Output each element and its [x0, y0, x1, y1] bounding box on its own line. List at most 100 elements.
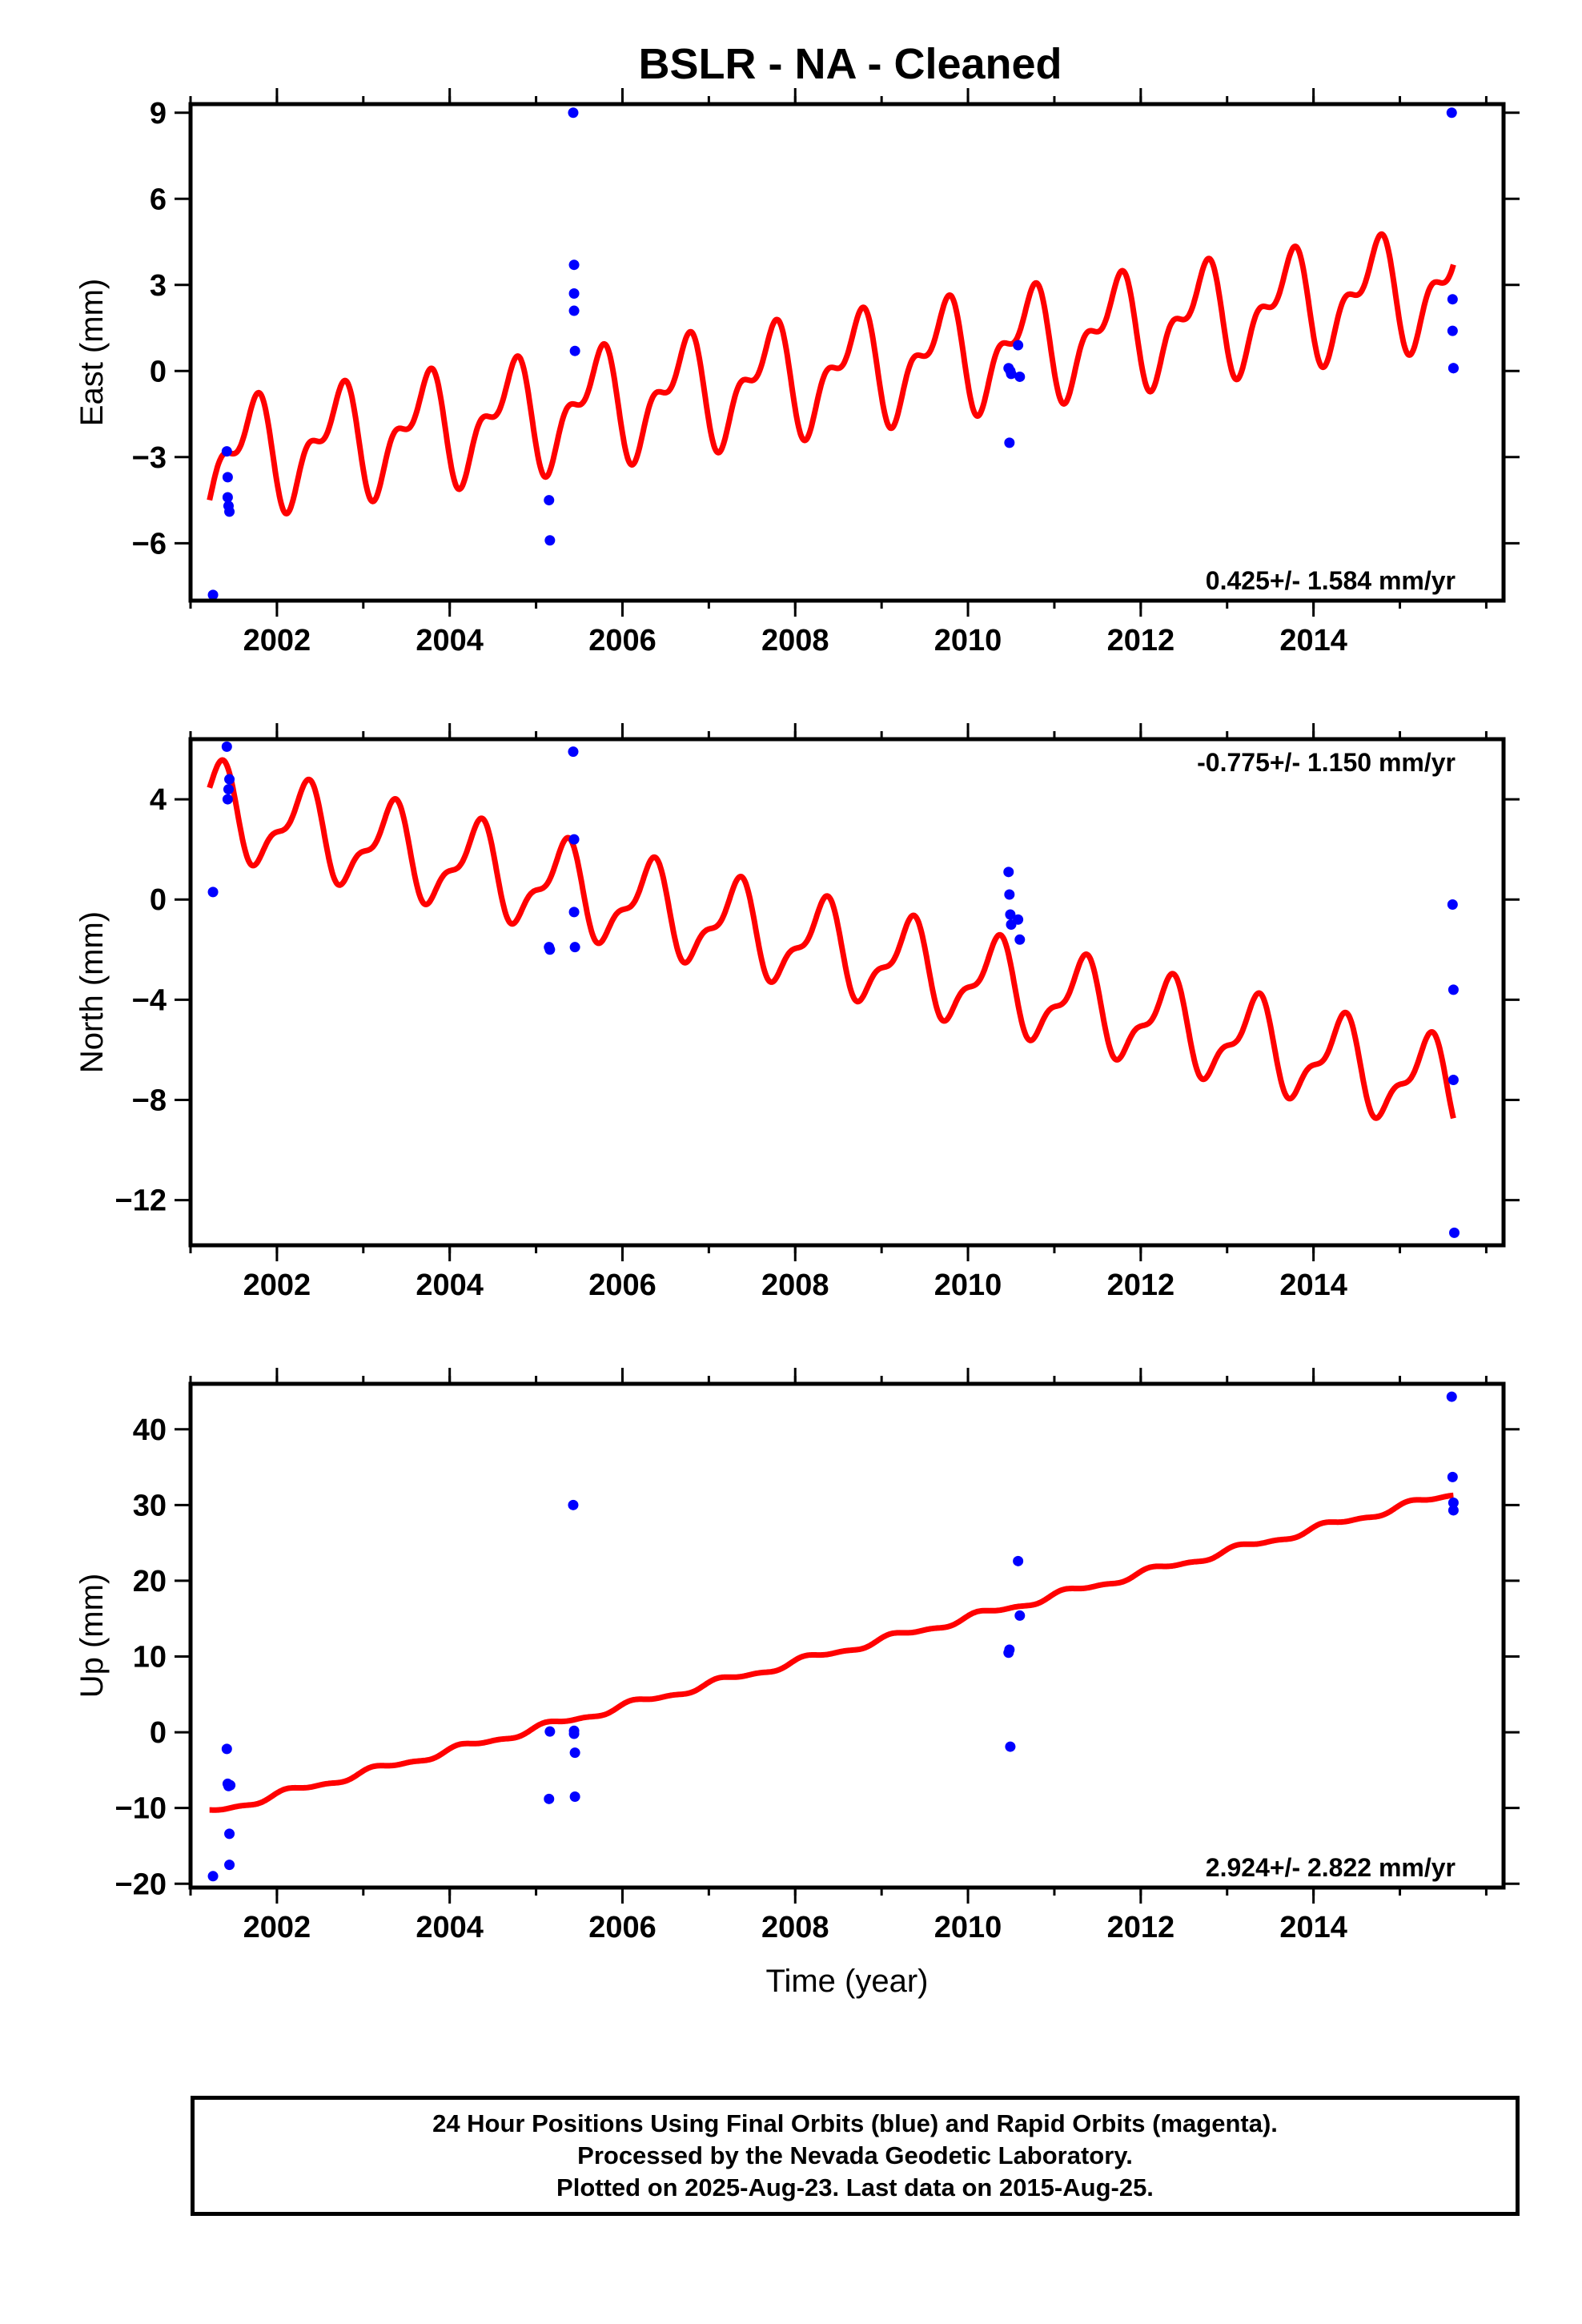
- east-data-point: [1014, 371, 1026, 382]
- east-data-point: [1006, 368, 1017, 380]
- up-y-tick-label: 30: [133, 1489, 167, 1522]
- up-x-tick-label: 2006: [588, 1911, 656, 1944]
- north-data-point: [1449, 1227, 1460, 1238]
- north-x-tick-label: 2008: [761, 1269, 829, 1302]
- north-data-point: [223, 784, 234, 795]
- north-data-point: [224, 774, 235, 785]
- north-data-point: [1447, 899, 1458, 910]
- east-data-point: [568, 259, 580, 271]
- up-data-point: [568, 1499, 579, 1510]
- east-x-tick-label: 2002: [243, 624, 311, 657]
- up-y-tick-label: 0: [150, 1716, 167, 1750]
- up-data-point: [1014, 1610, 1026, 1621]
- east-y-tick-label: 9: [150, 97, 167, 131]
- north-data-point: [222, 794, 233, 805]
- east-y-tick-label: −3: [132, 441, 167, 475]
- footer-line-1: 24 Hour Positions Using Final Orbits (bl…: [432, 2109, 1278, 2137]
- up-data-point: [569, 1747, 580, 1759]
- east-x-tick-label: 2006: [588, 624, 656, 657]
- north-x-tick-label: 2010: [934, 1269, 1002, 1302]
- east-y-axis-label: East (mm): [74, 279, 110, 426]
- east-data-point: [569, 345, 580, 356]
- north-data-point: [1003, 866, 1014, 878]
- east-x-tick-label: 2014: [1279, 624, 1347, 657]
- chart-title: BSLR - NA - Cleaned: [638, 40, 1062, 88]
- east-panel: 2002 2004 2006 2008 2010 2012 2014 −6 −3 0 3 6 9 East…: [74, 88, 1520, 657]
- up-data-point: [207, 1871, 219, 1882]
- up-y-axis-label: Up (mm): [74, 1574, 110, 1699]
- east-model-curve: [207, 231, 1456, 517]
- up-y-tick-label: 10: [133, 1641, 167, 1675]
- north-y-tick-label: −12: [115, 1184, 167, 1218]
- north-x-tick-label: 2012: [1107, 1269, 1175, 1302]
- east-y-tick-label: 3: [150, 269, 167, 303]
- east-y-tick-label: 0: [150, 355, 167, 388]
- x-axis-label: Time (year): [766, 1964, 929, 1999]
- up-data-point: [1447, 1471, 1458, 1482]
- north-data-point: [569, 942, 580, 953]
- up-x-tick-label: 2012: [1107, 1911, 1175, 1944]
- north-data-point: [568, 907, 580, 918]
- north-data-point: [1447, 984, 1459, 995]
- north-panel: 2002 2004 2006 2008 2010 2012 2014 −12 −8 −4 0 4 Nor…: [74, 723, 1520, 1302]
- up-data-point: [1447, 1505, 1459, 1516]
- up-data-point: [569, 1791, 580, 1802]
- up-y-tick-label: 20: [133, 1565, 167, 1598]
- east-data-point: [568, 288, 580, 300]
- north-x-tick-label: 2006: [588, 1269, 656, 1302]
- east-data-point: [568, 107, 579, 119]
- east-data-point: [1447, 325, 1458, 336]
- up-data-point: [568, 1728, 580, 1739]
- east-y-tick-label: −6: [132, 527, 167, 561]
- north-data-point: [207, 887, 219, 898]
- north-x-tick-label: 2002: [243, 1269, 311, 1302]
- east-data-point: [1004, 437, 1015, 448]
- up-data-point: [224, 1860, 235, 1871]
- up-data-point: [221, 1743, 232, 1755]
- east-data-point: [1447, 294, 1458, 305]
- up-data-point: [544, 1726, 556, 1737]
- east-data-point: [568, 305, 580, 316]
- east-data-point: [1013, 340, 1024, 351]
- up-data-point: [1447, 1498, 1459, 1509]
- east-x-tick-label: 2012: [1107, 624, 1175, 657]
- east-data-point: [207, 589, 219, 601]
- up-data-point: [1446, 1391, 1457, 1402]
- north-data-point: [221, 741, 232, 752]
- east-plot-frame: [188, 102, 1506, 603]
- north-data-point: [544, 944, 556, 955]
- north-rate-label: -0.775+/- 1.150 mm/yr: [1197, 748, 1456, 777]
- north-data-point: [1013, 914, 1024, 925]
- up-data-point: [1004, 1644, 1015, 1655]
- up-panel: 2002 2004 2006 2008 2010 2012 2014 −20 −10 0 10 20 3…: [74, 1368, 1520, 1999]
- east-data-point: [544, 535, 556, 546]
- up-x-tick-label: 2004: [416, 1911, 484, 1944]
- east-data-point: [221, 446, 232, 457]
- north-data-point: [1447, 1075, 1459, 1086]
- north-y-tick-label: 0: [150, 883, 167, 917]
- up-x-tick-label: 2002: [243, 1911, 311, 1944]
- north-y-axis-label: North (mm): [74, 911, 110, 1073]
- up-x-tick-label: 2008: [761, 1911, 829, 1944]
- east-data-point: [544, 495, 555, 506]
- north-x-tick-label: 2014: [1279, 1269, 1347, 1302]
- north-data-point: [568, 834, 580, 845]
- north-data-point: [1004, 889, 1015, 900]
- east-data-point: [1446, 107, 1457, 119]
- up-x-tick-label: 2010: [934, 1911, 1002, 1944]
- up-data-point: [1013, 1555, 1024, 1566]
- east-x-tick-label: 2004: [416, 624, 484, 657]
- up-data-point: [544, 1793, 555, 1804]
- up-y-tick-label: 40: [133, 1413, 167, 1447]
- up-x-tick-label: 2014: [1279, 1911, 1347, 1944]
- panels-group: 2002 2004 2006 2008 2010 2012 2014−6−30369East…: [74, 88, 1520, 1999]
- north-model-curve: [207, 757, 1456, 1121]
- up-data-point: [225, 1779, 236, 1791]
- east-x-tick-label: 2010: [934, 624, 1002, 657]
- up-y-tick-label: −20: [115, 1868, 167, 1901]
- footer-line-3: Plotted on 2025-Aug-23. Last data on 201…: [556, 2173, 1154, 2201]
- up-rate-label: 2.924+/- 2.822 mm/yr: [1206, 1853, 1456, 1882]
- north-y-tick-label: 4: [150, 783, 167, 817]
- north-x-tick-label: 2004: [416, 1269, 484, 1302]
